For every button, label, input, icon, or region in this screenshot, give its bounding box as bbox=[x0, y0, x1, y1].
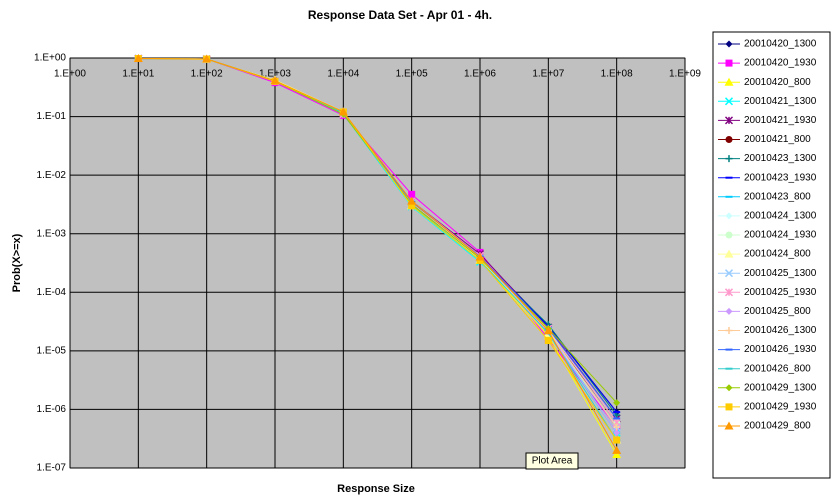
legend-label: 20010420_800 bbox=[744, 77, 811, 88]
marker bbox=[408, 202, 416, 210]
x-tick-label: 1.E+07 bbox=[532, 69, 564, 80]
legend-label: 20010429_1300 bbox=[744, 382, 817, 393]
marker bbox=[613, 399, 621, 407]
marker bbox=[407, 196, 417, 205]
legend-marker bbox=[724, 421, 734, 430]
marker bbox=[543, 326, 553, 335]
legend-label: 20010426_800 bbox=[744, 363, 811, 374]
legend-label: 20010424_800 bbox=[744, 249, 811, 260]
marker bbox=[408, 190, 416, 198]
legend-marker bbox=[725, 155, 733, 163]
legend-marker bbox=[725, 384, 733, 392]
legend-marker bbox=[724, 269, 734, 278]
y-tick-label: 1.E-07 bbox=[37, 463, 67, 474]
legend-marker bbox=[725, 40, 733, 48]
tooltip: Plot Area bbox=[525, 452, 579, 470]
y-tick-label: 1.E-03 bbox=[37, 228, 67, 239]
x-tick-label: 1.E+09 bbox=[669, 69, 701, 80]
marker bbox=[613, 423, 621, 431]
marker bbox=[270, 76, 280, 85]
legend-marker bbox=[725, 59, 733, 67]
marker bbox=[613, 429, 621, 437]
legend-marker bbox=[725, 307, 733, 315]
legend-marker bbox=[725, 231, 733, 239]
legend-marker bbox=[724, 249, 734, 258]
legend-label: 20010426_1930 bbox=[744, 344, 817, 355]
legend-label: 20010429_1930 bbox=[744, 402, 817, 413]
marker bbox=[544, 337, 552, 345]
legend-marker bbox=[725, 403, 733, 411]
legend-marker bbox=[725, 155, 733, 163]
legend-label: 20010423_1300 bbox=[744, 153, 817, 164]
legend-label: 20010423_800 bbox=[744, 191, 811, 202]
legend-marker bbox=[725, 403, 733, 411]
marker bbox=[338, 107, 348, 116]
marker bbox=[613, 436, 621, 444]
legend-marker bbox=[725, 136, 733, 143]
marker bbox=[475, 252, 485, 261]
legend-label: 20010429_800 bbox=[744, 421, 811, 432]
legend-label: 20010421_1930 bbox=[744, 115, 817, 126]
legend-marker bbox=[724, 97, 734, 106]
legend-label: 20010420_1300 bbox=[744, 39, 817, 50]
legend-marker bbox=[724, 77, 734, 86]
legend-label: 20010424_1930 bbox=[744, 230, 817, 241]
legend-marker bbox=[725, 384, 733, 392]
legend-marker bbox=[725, 307, 733, 315]
legend-label: 20010425_1300 bbox=[744, 268, 817, 279]
legend-label: 20010423_1930 bbox=[744, 172, 817, 183]
legend-marker bbox=[725, 212, 733, 220]
marker bbox=[133, 54, 143, 63]
y-tick-label: 1.E-05 bbox=[37, 345, 67, 356]
y-tick-label: 1.E+00 bbox=[34, 53, 66, 64]
y-tick-label: 1.E-01 bbox=[37, 111, 67, 122]
legend-marker bbox=[724, 269, 734, 278]
x-tick-label: 1.E+06 bbox=[464, 69, 496, 80]
legend-label: 20010421_800 bbox=[744, 134, 811, 145]
legend-marker bbox=[725, 40, 733, 48]
marker bbox=[202, 54, 212, 63]
legend-label: 20010425_800 bbox=[744, 306, 811, 317]
legend-marker bbox=[725, 136, 733, 143]
legend-marker bbox=[724, 249, 734, 258]
y-tick-label: 1.E-06 bbox=[37, 404, 67, 415]
legend-label: 20010425_1930 bbox=[744, 287, 817, 298]
series-line bbox=[138, 58, 618, 451]
x-tick-label: 1.E+05 bbox=[396, 69, 428, 80]
legend-marker bbox=[724, 77, 734, 86]
series bbox=[133, 54, 622, 454]
x-axis-label: Response Size bbox=[337, 483, 415, 495]
legend-label: 20010420_1930 bbox=[744, 58, 817, 69]
chart-title: Response Data Set - Apr 01 - 4h. bbox=[308, 8, 492, 22]
legend-marker bbox=[725, 327, 733, 334]
marker bbox=[612, 450, 622, 459]
x-tick-label: 1.E+04 bbox=[327, 69, 359, 80]
x-tick-label: 1.E+02 bbox=[191, 69, 223, 80]
legend-label: 20010426_1300 bbox=[744, 325, 817, 336]
legend-marker bbox=[724, 116, 734, 125]
marker bbox=[612, 445, 622, 454]
legend-label: 20010424_1300 bbox=[744, 211, 817, 222]
y-axis-label: Prob(X>=x) bbox=[11, 233, 23, 292]
x-tick-label: 1.E+01 bbox=[122, 69, 154, 80]
legend-marker bbox=[724, 97, 734, 106]
legend-marker bbox=[724, 421, 734, 430]
legend-label: 20010421_1300 bbox=[744, 96, 817, 107]
legend-marker bbox=[725, 59, 733, 67]
x-tick-label: 1.E+00 bbox=[54, 69, 86, 80]
y-tick-label: 1.E-04 bbox=[37, 287, 67, 298]
y-tick-label: 1.E-02 bbox=[37, 170, 67, 181]
legend-marker bbox=[724, 288, 734, 297]
legend-marker bbox=[724, 116, 734, 125]
legend-marker bbox=[724, 288, 734, 297]
legend-marker bbox=[725, 212, 733, 220]
tooltip-text: Plot Area bbox=[532, 456, 573, 467]
legend-marker bbox=[725, 327, 733, 334]
x-tick-label: 1.E+08 bbox=[601, 69, 633, 80]
plot-area bbox=[69, 57, 686, 469]
legend-marker bbox=[725, 231, 733, 239]
x-tick-label: 1.E+03 bbox=[259, 69, 291, 80]
